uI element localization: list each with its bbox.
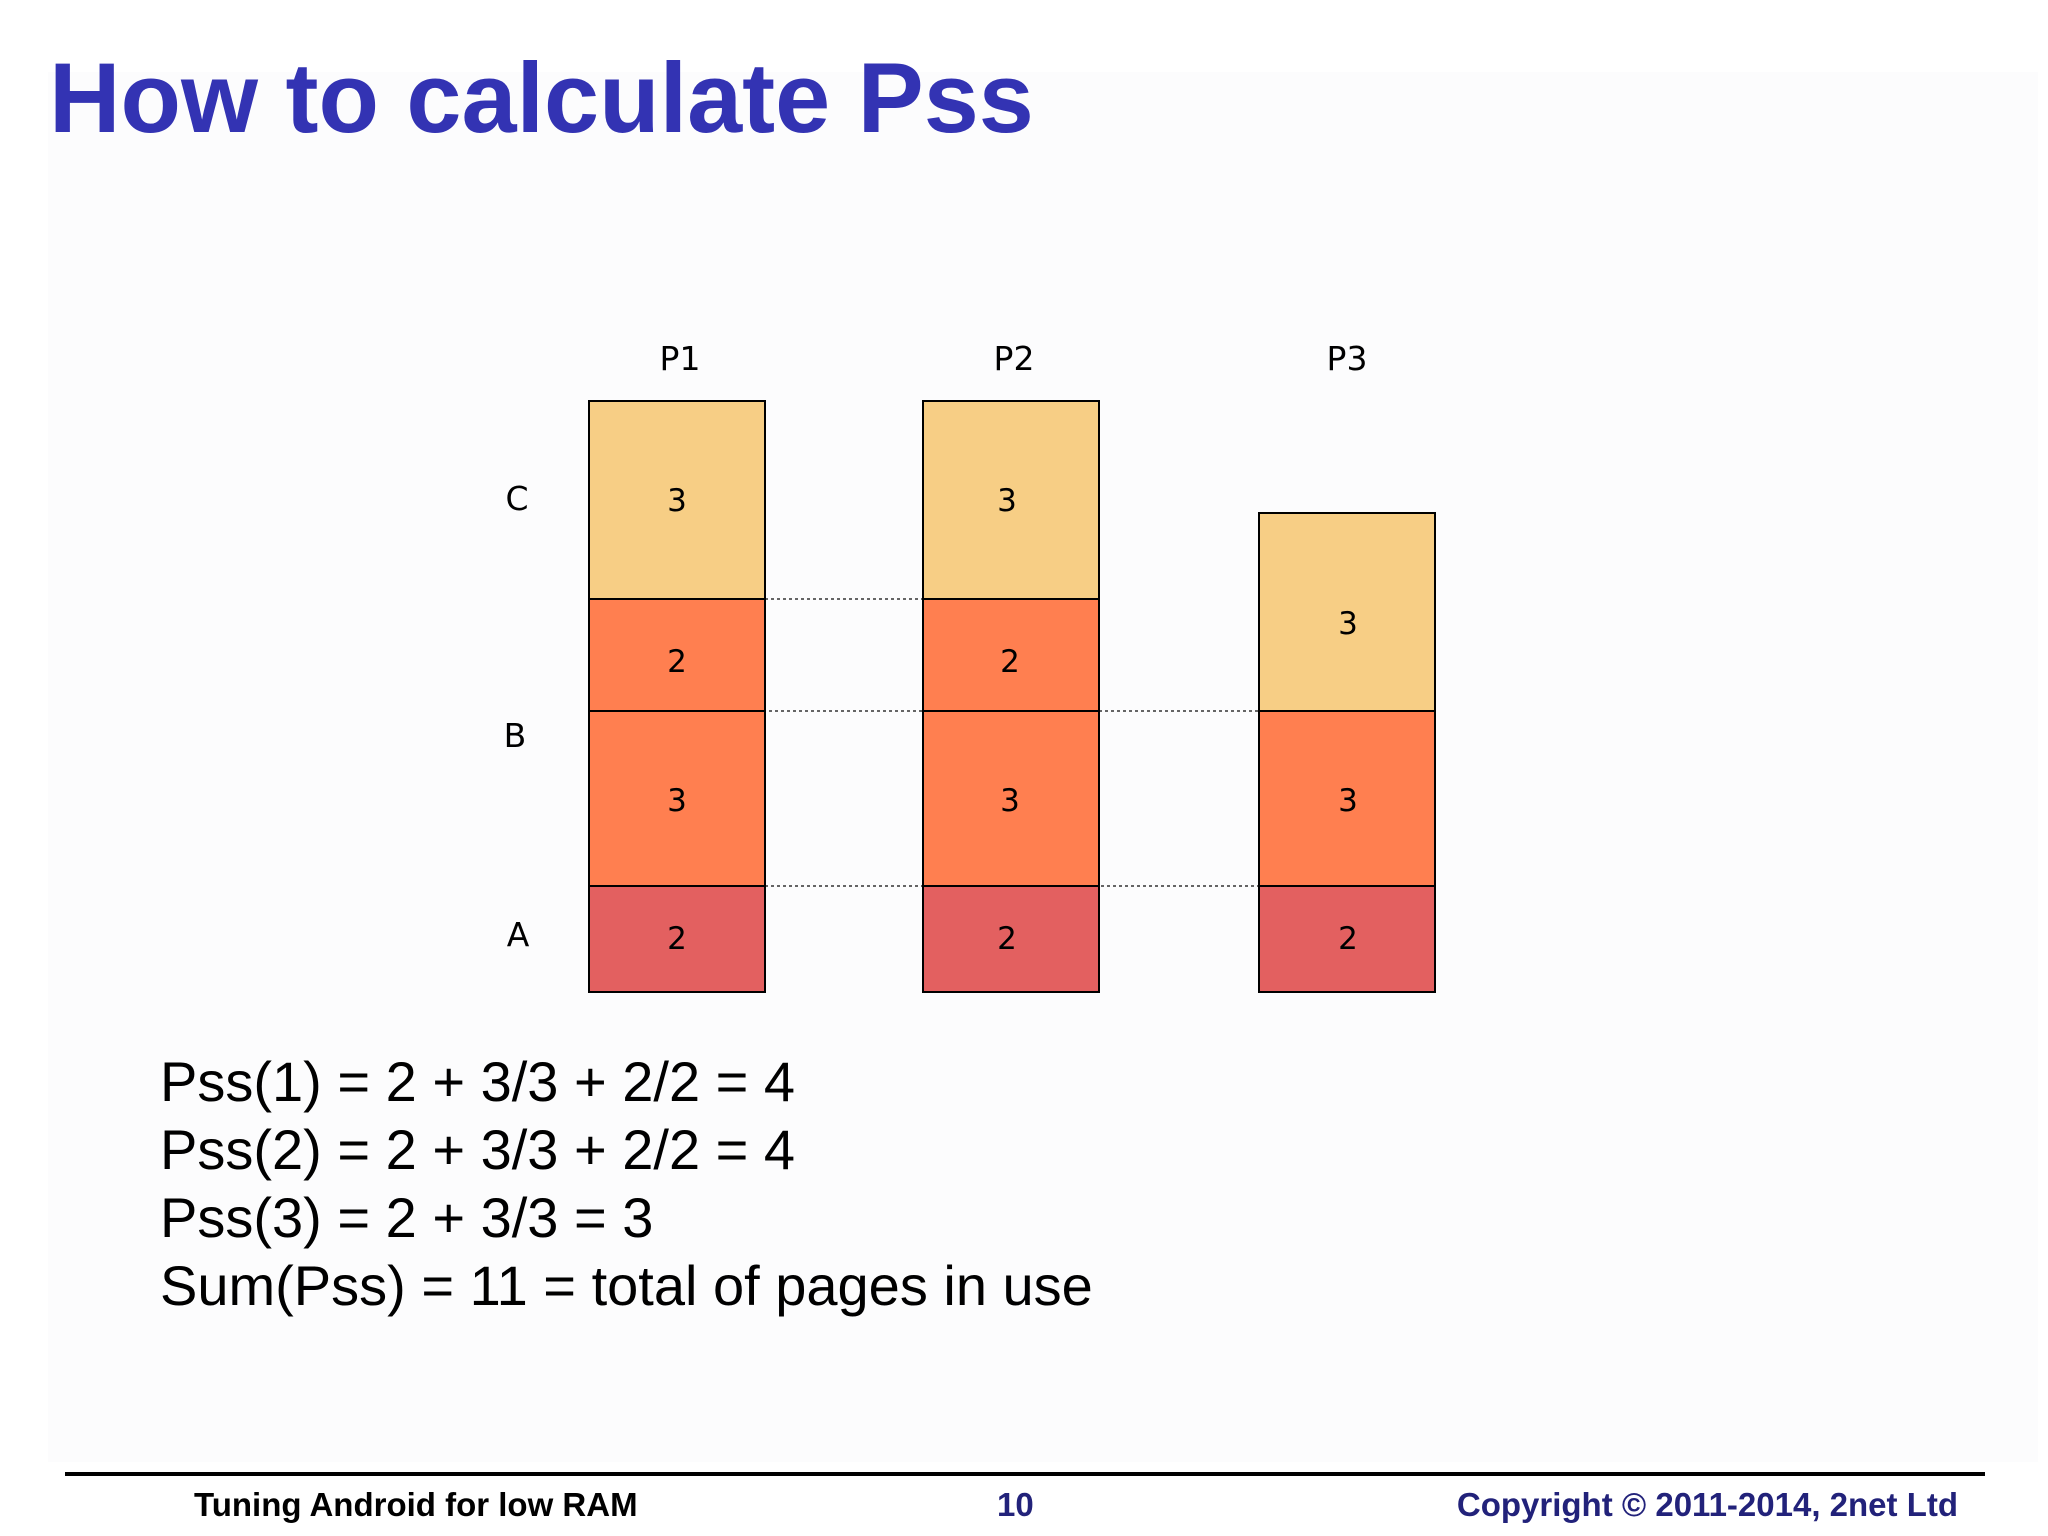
segment-value: 2 bbox=[667, 644, 687, 680]
process-label-p2: P2 bbox=[994, 339, 1035, 378]
segment-p2-b-shared bbox=[922, 710, 1100, 887]
library-label-c: C bbox=[505, 479, 528, 518]
segment-p2-c bbox=[922, 400, 1100, 600]
segment-p1-a bbox=[588, 885, 766, 993]
footer-page-number: 10 bbox=[997, 1486, 1034, 1523]
segment-value: 3 bbox=[1338, 606, 1358, 642]
library-label-b: B bbox=[504, 716, 527, 755]
segment-p2-a bbox=[922, 885, 1100, 993]
segment-p1-b-private bbox=[588, 598, 766, 712]
process-column-p3 bbox=[1258, 512, 1436, 993]
segment-value: 3 bbox=[667, 783, 687, 819]
segment-value: 2 bbox=[1000, 644, 1020, 680]
segment-value: 3 bbox=[997, 483, 1017, 519]
segment-p3-a bbox=[1258, 885, 1436, 993]
segment-p1-b-shared bbox=[588, 710, 766, 887]
segment-p1-c bbox=[588, 400, 766, 600]
segment-p3-c bbox=[1258, 512, 1436, 712]
segment-value: 2 bbox=[1338, 921, 1358, 957]
footer-copyright: Copyright © 2011-2014, 2net Ltd bbox=[1456, 1486, 1958, 1523]
segment-value: 3 bbox=[1000, 783, 1020, 819]
library-label-a: A bbox=[507, 915, 530, 954]
pss-formulas: Pss(1) = 2 + 3/3 + 2/2 = 4 Pss(2) = 2 + … bbox=[160, 1048, 1093, 1320]
segment-value: 2 bbox=[667, 921, 687, 957]
process-column-p2 bbox=[922, 400, 1100, 993]
formula-line: Pss(3) = 2 + 3/3 = 3 bbox=[160, 1186, 654, 1249]
footer-presentation-title: Tuning Android for low RAM bbox=[194, 1486, 638, 1523]
formula-line: Pss(1) = 2 + 3/3 + 2/2 = 4 bbox=[160, 1050, 796, 1113]
footer-divider bbox=[65, 1472, 1985, 1476]
formula-line: Pss(2) = 2 + 3/3 + 2/2 = 4 bbox=[160, 1118, 796, 1181]
segment-p3-b bbox=[1258, 710, 1436, 887]
process-label-p3: P3 bbox=[1327, 339, 1368, 378]
process-label-p1: P1 bbox=[660, 339, 701, 378]
segment-value: 3 bbox=[667, 483, 687, 519]
segment-value: 2 bbox=[997, 921, 1017, 957]
process-column-p1 bbox=[588, 400, 766, 993]
formula-line: Sum(Pss) = 11 = total of pages in use bbox=[160, 1254, 1093, 1317]
slide-title: How to calculate Pss bbox=[49, 42, 1034, 153]
segment-p2-b-private bbox=[922, 598, 1100, 712]
segment-value: 3 bbox=[1338, 783, 1358, 819]
